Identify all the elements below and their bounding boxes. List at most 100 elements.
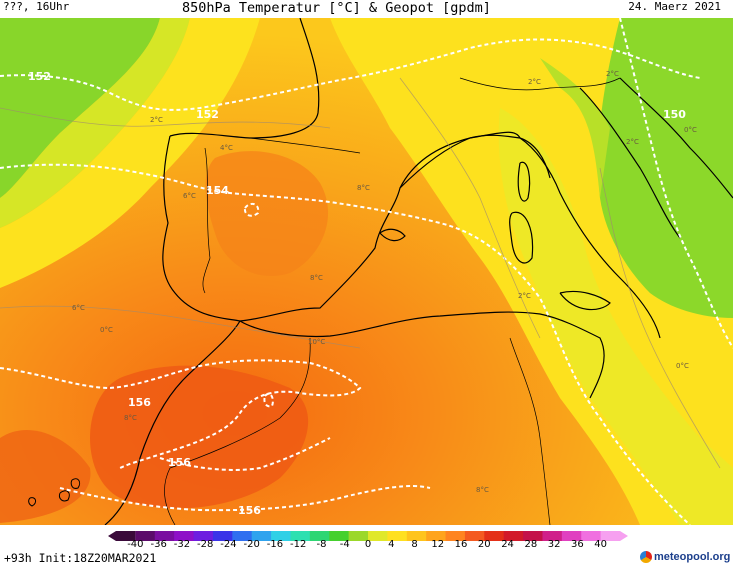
color-scale-segment: [387, 531, 408, 541]
green-region-west: [0, 18, 160, 198]
contour-156-loop: [263, 392, 274, 408]
temp-label: 4°C: [220, 144, 233, 152]
coastline-balearic: [379, 228, 406, 242]
contour-156-a: [0, 359, 362, 469]
color-scale-segment: [154, 531, 175, 541]
color-scale-tick: 20: [477, 539, 491, 550]
isotherm-2: [0, 305, 361, 349]
temp-label: 0°C: [100, 326, 113, 334]
color-scale-segment: [523, 531, 543, 541]
color-scale-tick: 32: [547, 539, 561, 550]
coastline-gulf-lion: [399, 134, 551, 189]
footer: -40 -36 -32 -28 -24 -20 -16 -12 -8 -4 0 4 8 12 16 20 24 2…: [0, 525, 733, 566]
color-scale-segment: [271, 531, 291, 541]
color-scale-tick: 28: [524, 539, 538, 550]
island-3: [28, 497, 37, 507]
color-scale-tick: 40: [594, 539, 607, 550]
color-scale-segment: [426, 531, 447, 541]
coastline-adriatic: [619, 77, 733, 199]
color-scale-segment: [193, 531, 214, 541]
color-scale-tick: -20: [243, 539, 260, 550]
temp-label: 2°C: [518, 292, 531, 300]
temperature-isotherms: [0, 77, 721, 469]
temperature-map: 152 152 150 154 156 156 156 2°C 2°C 2°C …: [0, 18, 733, 525]
color-scale-segment: [368, 531, 388, 541]
coastline-corsica: [517, 161, 531, 202]
date-label: 24. Maerz 2021: [628, 0, 721, 13]
color-scale-tick: -12: [290, 539, 307, 550]
color-scale-segment: [600, 531, 628, 541]
isotherm-3: [399, 77, 541, 339]
temp-label: 6°C: [183, 192, 196, 200]
temp-label: 0°C: [684, 126, 697, 134]
color-scale-segment: [232, 531, 253, 541]
hot-core-iberia: [205, 151, 329, 277]
temp-label: 10°C: [308, 338, 325, 346]
contour-150: [619, 18, 733, 349]
green-region-east: [598, 18, 733, 318]
color-scale-tick: 0: [364, 539, 372, 550]
temp-label: 8°C: [357, 184, 370, 192]
color-scale-segment: [108, 531, 136, 541]
brand-name: meteopool.org: [654, 551, 731, 563]
meteopool-logo-icon: [640, 551, 652, 563]
color-scale-tick: -40: [127, 539, 144, 550]
color-scale-segment: [445, 531, 466, 541]
location-label: ???, 16Uhr: [3, 0, 70, 13]
coastline-sardinia: [509, 211, 534, 264]
color-scale-segment: [503, 531, 524, 541]
green-region-east-light: [540, 58, 610, 198]
isotherm-1: [0, 107, 331, 129]
temp-label: 2°C: [626, 138, 639, 146]
coastline-africa-west: [104, 320, 241, 525]
contour-154: [0, 163, 691, 525]
border-alps: [459, 77, 621, 91]
temp-label: 8°C: [476, 486, 489, 494]
geo-label: 150: [663, 108, 686, 121]
color-scale-tick: -4: [339, 539, 350, 550]
yellow-band-west: [0, 18, 260, 288]
borders: [164, 77, 621, 525]
brand-logo[interactable]: meteopool.org: [640, 549, 730, 565]
color-scale-tick: 12: [431, 539, 445, 550]
geo-label: 156: [238, 504, 261, 517]
temp-label: 0°C: [676, 362, 689, 370]
coastline-iberia: [162, 131, 521, 322]
coastline-italy-east: [579, 87, 681, 239]
temperature-labels: 2°C 2°C 2°C 4°C 6°C 0°C 8°C 8°C 10°C 2°C…: [72, 70, 697, 494]
temp-label: 8°C: [124, 414, 137, 422]
color-scale-tick: -16: [266, 539, 284, 550]
coastline-north-africa: [239, 311, 605, 399]
color-scale-segment: [561, 531, 582, 541]
hot-core: [90, 365, 309, 509]
geo-label: 156: [168, 456, 191, 469]
map-title: 850hPa Temperatur [°C] & Geopot [gpdm]: [182, 0, 491, 16]
temp-label: 6°C: [72, 304, 85, 312]
border-pyrenees: [249, 137, 361, 154]
color-scale-bar: [108, 531, 628, 541]
color-scale-tick: 4: [388, 539, 395, 550]
canary-islands: [28, 478, 81, 507]
color-scale-segment: [406, 531, 427, 541]
color-scale-segment: [484, 531, 505, 541]
color-scale-segment: [290, 531, 311, 541]
color-scale-tick: 16: [454, 539, 468, 550]
contour-152: [0, 38, 701, 111]
contour-156-c: [59, 485, 431, 512]
temp-label: 2°C: [150, 116, 163, 124]
geo-label: 152: [196, 108, 219, 121]
color-scale-segment: [348, 531, 369, 541]
color-scale-tick: 24: [501, 539, 514, 550]
contour-154-loop: [243, 202, 260, 217]
geopotential-labels: 152 152 150 154 156 156 156: [28, 70, 686, 517]
color-scale-tick: -28: [196, 539, 214, 550]
color-scale-tick: -24: [220, 539, 237, 550]
color-scale-segment: [581, 531, 602, 541]
color-scale-segment: [135, 531, 156, 541]
temp-label: 2°C: [606, 70, 619, 78]
geo-label: 156: [128, 396, 151, 409]
coastline-sicily: [559, 290, 611, 311]
geopotential-contours: [0, 18, 733, 525]
green-region-west-light: [0, 18, 190, 228]
geo-label: 152: [28, 70, 51, 83]
